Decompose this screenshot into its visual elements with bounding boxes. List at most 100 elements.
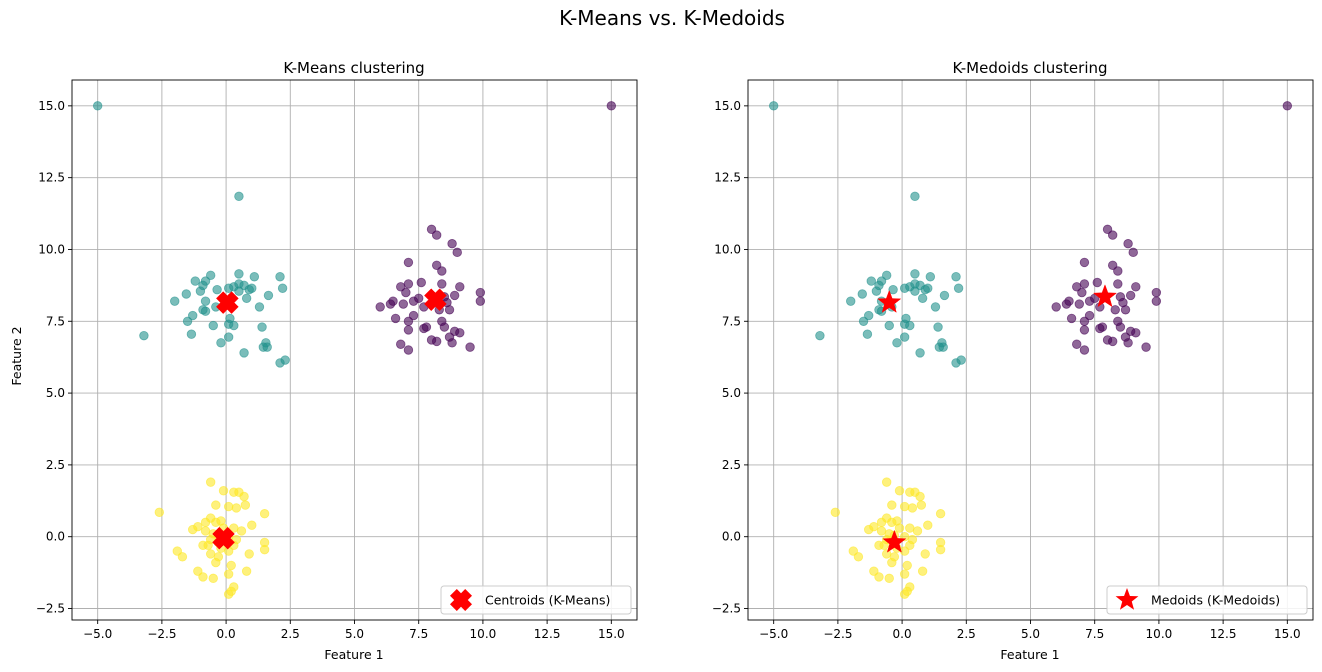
kmedoids-cluster2-point xyxy=(869,521,879,532)
kmedoids-cluster2-point xyxy=(887,500,897,510)
kmedoids-cluster2-point xyxy=(917,566,928,576)
kmedoids-cluster1-point xyxy=(910,286,920,296)
kmedoids-cluster1-point xyxy=(953,283,964,293)
kmedoids-cluster1-point xyxy=(858,316,869,326)
kmedoids-cluster2-point xyxy=(912,526,923,536)
kmeans-cluster0-point xyxy=(606,101,617,111)
kmedoids-y-tick-label: 5.0 xyxy=(722,386,741,400)
kmedoids-cluster0-point xyxy=(1092,277,1102,288)
kmedoids-cluster1-point xyxy=(951,358,961,368)
kmeans-cluster0-point xyxy=(449,290,460,301)
kmedoids-cluster0-point xyxy=(1123,239,1133,249)
kmeans-cluster2-point xyxy=(193,521,203,532)
kmeans-cluster2-point xyxy=(241,566,252,576)
kmeans-cluster0-point xyxy=(403,345,414,355)
kmeans-cluster0-point xyxy=(447,338,457,348)
kmedoids-cluster2-point xyxy=(876,517,887,528)
kmeans-cluster0-point xyxy=(437,279,447,289)
kmeans-legend-label: Centroids (K-Means) xyxy=(485,593,610,608)
kmedoids-cluster1-point xyxy=(815,330,825,341)
kmedoids-cluster0-point xyxy=(1120,305,1131,315)
kmedoids-cluster1-point xyxy=(910,269,920,279)
kmeans-cluster1-point xyxy=(263,290,274,301)
kmeans-cluster0-point xyxy=(444,305,455,315)
kmedoids-cluster1-point xyxy=(938,342,948,352)
kmedoids-cluster1-point xyxy=(884,320,894,331)
kmeans-legend-box xyxy=(440,585,632,615)
kmedoids-cluster1-point xyxy=(888,284,898,295)
kmedoids-y-tick-label: 2.5 xyxy=(722,458,741,472)
kmeans-x-tick-label: 7.5 xyxy=(409,627,428,641)
kmeans-y-axis-label: Feature 2 xyxy=(9,326,24,385)
kmeans-cluster1-point xyxy=(257,322,267,332)
kmedoids-cluster2-point xyxy=(923,520,933,530)
kmeans-cluster0-point xyxy=(431,336,442,347)
kmedoids-center-marker xyxy=(1092,284,1118,308)
kmedoids-y-tick-label: 0.0 xyxy=(722,530,741,544)
kmedoids-cluster1-point xyxy=(917,293,928,303)
kmeans-cluster0-point xyxy=(403,325,414,335)
kmeans-x-tick-label: 0.0 xyxy=(217,627,236,641)
kmeans-legend: Centroids (K-Means) xyxy=(440,585,632,615)
kmeans-cluster2-point xyxy=(247,520,257,530)
kmeans-cluster2-point xyxy=(218,486,229,496)
kmeans-y-tick-label: 2.5 xyxy=(46,458,65,472)
kmeans-y-tick-label: 5.0 xyxy=(46,386,65,400)
kmeans-cluster1-point xyxy=(229,320,239,331)
kmedoids-y-tick-label: 15.0 xyxy=(714,99,741,113)
figure-suptitle: K-Means vs. K-Medoids xyxy=(559,6,785,30)
kmeans-cluster0-point xyxy=(475,296,486,306)
kmeans-cluster1-point xyxy=(234,269,244,279)
kmedoids-cluster0-point xyxy=(1151,287,1162,298)
kmeans-cluster1-point xyxy=(181,289,191,299)
kmeans-cluster2-point xyxy=(259,509,270,519)
kmeans-cluster2-point xyxy=(223,501,234,512)
kmedoids-cluster2-point xyxy=(935,509,946,519)
kmedoids-y-tick-label: 7.5 xyxy=(722,314,741,328)
kmedoids-cluster0-point xyxy=(1107,336,1118,347)
kmedoids-cluster1-point xyxy=(899,332,910,342)
kmedoids-cluster1-point xyxy=(857,289,867,299)
kmeans-cluster0-point xyxy=(398,299,408,309)
kmeans-cluster1-point xyxy=(170,296,180,306)
kmeans-cluster1-point xyxy=(186,329,197,339)
kmedoids-cluster2-point xyxy=(884,573,894,584)
kmedoids-cluster0-point xyxy=(1107,230,1118,240)
kmeans-cluster0-point xyxy=(414,293,424,303)
kmeans-x-tick-label: 2.5 xyxy=(281,627,300,641)
kmedoids-cluster0-point xyxy=(1074,299,1084,309)
kmeans-cluster1-point xyxy=(241,293,252,303)
kmeans-cluster0-point xyxy=(437,266,447,276)
kmeans-cluster1-point xyxy=(182,316,193,326)
kmeans-cluster2-point xyxy=(154,507,165,517)
kmeans-cluster1-point xyxy=(139,330,149,341)
kmedoids-cluster2-point xyxy=(874,572,884,582)
kmedoids-cluster1-point xyxy=(892,338,902,348)
kmeans-cluster0-point xyxy=(385,299,396,309)
kmeans-cluster2-point xyxy=(198,540,208,551)
kmeans-legend-marker xyxy=(450,589,472,611)
kmedoids-cluster1-point xyxy=(866,276,876,286)
kmedoids-cluster0-point xyxy=(1066,313,1077,324)
kmedoids-x-tick-label: 0.0 xyxy=(893,627,912,641)
kmeans-cluster0-point xyxy=(375,302,385,312)
kmeans-cluster0-point xyxy=(439,322,450,332)
kmedoids-cluster2-point xyxy=(899,501,910,512)
kmeans-cluster0-point xyxy=(475,287,486,298)
kmedoids-y-tick-label: −2.5 xyxy=(712,602,741,616)
kmedoids-legend-marker xyxy=(1115,588,1139,610)
kmedoids-cluster2-point xyxy=(894,523,905,533)
kmeans-cluster2-point xyxy=(239,491,249,502)
kmedoids-cluster0-point xyxy=(1079,257,1090,268)
kmeans-center-marker xyxy=(424,288,447,312)
kmedoids-cluster2-point xyxy=(894,486,905,496)
kmeans-cluster1-point xyxy=(239,348,249,358)
kmedoids-x-axis-label: Feature 1 xyxy=(1000,647,1059,662)
kmedoids-panel-title: K-Medoids clustering xyxy=(952,59,1107,77)
kmedoids-cluster2-point xyxy=(915,491,925,502)
kmedoids-cluster2-point xyxy=(853,552,864,562)
kmedoids-y-tick-label: 10.0 xyxy=(714,242,741,256)
kmeans-cluster2-point xyxy=(177,552,188,562)
kmeans-cluster0-point xyxy=(431,230,442,240)
kmeans-cluster2-point xyxy=(223,569,234,579)
